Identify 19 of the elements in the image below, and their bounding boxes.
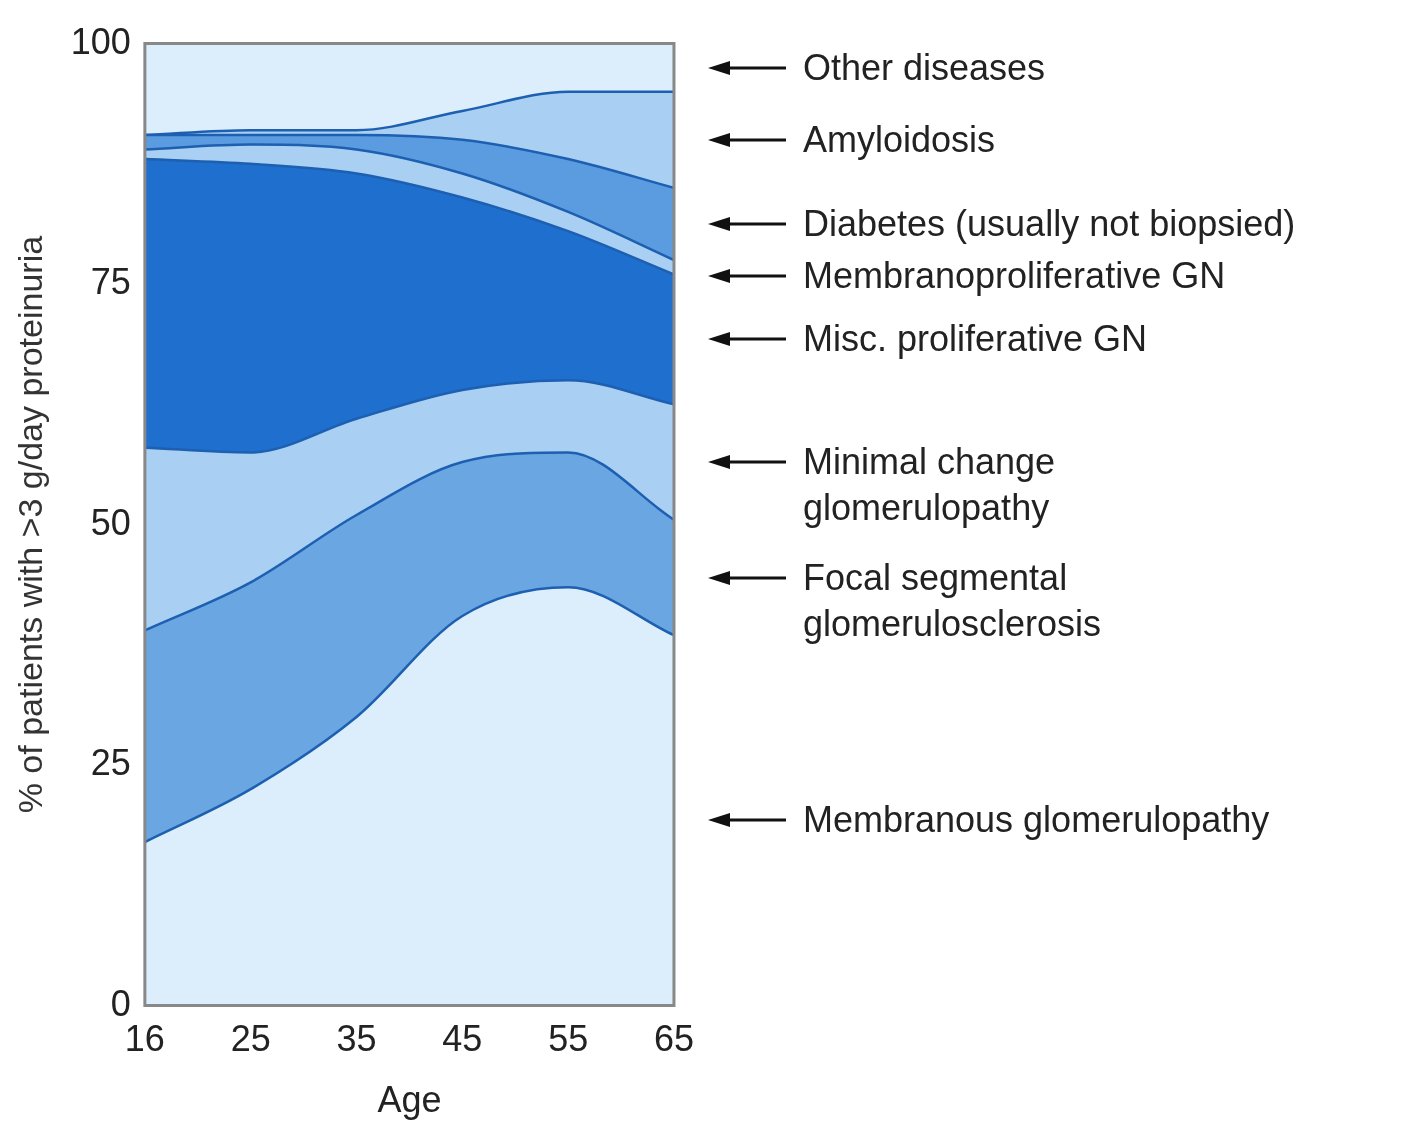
x-tick-label: 55 — [548, 1018, 589, 1060]
y-tick-label: 25 — [90, 742, 131, 784]
text: Minimal change glomerulopathy — [803, 440, 1057, 531]
y-tick-label: 100 — [70, 20, 131, 62]
x-tick-label: 65 — [653, 1018, 694, 1060]
text: Amyloidosis — [803, 117, 997, 162]
text: Other diseases — [803, 45, 1047, 90]
text: Membranoproliferative GN — [803, 253, 1227, 298]
text: Diabetes (usually not biopsied) — [803, 201, 1297, 246]
x-axis-title: Age — [377, 1079, 442, 1121]
text: Focal segmental glomerulosclerosis — [803, 555, 1103, 646]
y-tick-label: 75 — [90, 261, 131, 303]
y-axis-title: % of patients with >3 g/day proteinuria — [10, 235, 49, 814]
x-tick-label: 35 — [336, 1018, 377, 1060]
x-tick-label: 25 — [230, 1018, 271, 1060]
text: Membranous glomerulopathy — [803, 798, 1271, 843]
x-tick-label: 45 — [442, 1018, 483, 1060]
text: Misc. proliferative GN — [803, 317, 1149, 362]
y-tick-label: 50 — [90, 501, 131, 543]
